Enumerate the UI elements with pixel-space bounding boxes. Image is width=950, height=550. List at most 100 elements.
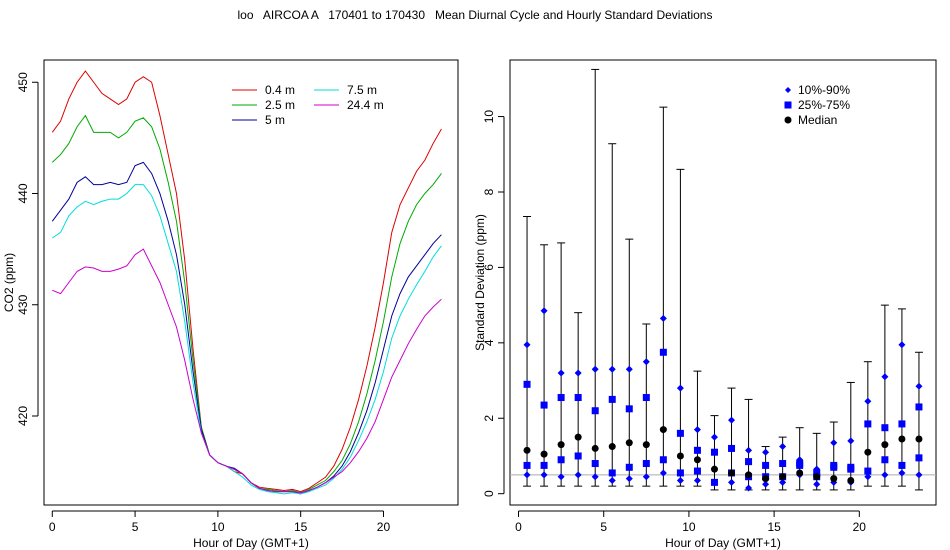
p75-point: [523, 380, 531, 388]
p10-point: [659, 469, 667, 477]
p10-point: [642, 473, 650, 481]
legend-marker-label: 25%-75%: [798, 98, 850, 112]
std-dev-panel: 0 5 10 15 20 0 2 4 6 8 10 Hour of Day (GMT+1) Sta…: [473, 59, 937, 550]
median-point: [898, 435, 906, 443]
co2-diurnal-panel: 0 5 10 15 20 420 430 440 450 Hour of Day (GMT+1…: [2, 59, 459, 550]
right-x-tick-label: 0: [515, 520, 522, 534]
p75-point: [728, 444, 736, 452]
p90-point: [676, 384, 684, 392]
p90-point: [898, 341, 906, 349]
p25-point: [864, 467, 872, 475]
p10-point: [864, 473, 872, 481]
median-point: [693, 456, 701, 464]
p90-point: [557, 369, 565, 377]
co2-series-group: [51, 70, 442, 495]
p10-point: [540, 471, 548, 479]
p75-point: [847, 465, 855, 473]
median-point: [881, 441, 889, 449]
right-y-axis-label: Standard Deviation (ppm): [473, 214, 487, 351]
p75-point: [779, 460, 787, 468]
p90-point: [779, 443, 787, 451]
p10-point: [779, 478, 787, 486]
right-plot-frame: [509, 59, 937, 506]
p25-point: [591, 460, 599, 468]
p25-point: [659, 456, 667, 464]
p75-point: [881, 424, 889, 432]
left-plot-frame: [43, 59, 459, 506]
right-y-tick-label: 0: [482, 490, 496, 497]
legend-marker-label: Median: [798, 113, 837, 127]
legend-series-label: 2.5 m: [265, 98, 295, 112]
median-point: [796, 469, 804, 477]
p25-point: [898, 461, 906, 469]
p90-point: [881, 373, 889, 381]
p90-point: [710, 433, 718, 441]
p75-point: [830, 461, 838, 469]
p10-point: [881, 471, 889, 479]
p90-point: [847, 437, 855, 445]
p10-point: [728, 478, 736, 486]
p75-point: [540, 401, 548, 409]
median-point: [710, 465, 718, 473]
legend-marker-label: 10%-90%: [798, 83, 850, 97]
legend-series-label: 0.4 m: [265, 83, 295, 97]
left-y-tick-label: 430: [16, 294, 30, 314]
median-point: [847, 476, 855, 484]
median-point: [728, 469, 736, 477]
p75-point: [608, 395, 616, 403]
median-point: [830, 475, 838, 483]
median-point: [608, 443, 616, 451]
median-point: [676, 452, 684, 460]
p75-point: [864, 420, 872, 428]
right-x-axis: 0 5 10 15 20: [515, 510, 866, 534]
right-y-tick-label: 6: [482, 264, 496, 271]
p90-point: [864, 397, 872, 405]
p10-point: [915, 471, 923, 479]
median-point: [557, 441, 565, 449]
std-dev-marks-group: [523, 68, 923, 492]
p10-point: [523, 471, 531, 479]
percentile-legend: 10%-90%25%-75%Median: [784, 83, 850, 127]
right-y-tick-label: 4: [482, 339, 496, 346]
right-y-tick-label: 2: [482, 415, 496, 422]
p10-point: [898, 469, 906, 477]
p75-point: [796, 461, 804, 469]
p90-point: [540, 307, 548, 315]
p25-point: [881, 456, 889, 464]
right-x-tick-label: 15: [767, 520, 781, 534]
median-point: [915, 435, 923, 443]
legend-circle-swatch: [784, 116, 792, 124]
right-y-axis: 0 2 4 6 8 10: [482, 110, 505, 497]
p25-point: [540, 461, 548, 469]
median-point: [762, 475, 770, 483]
p10-point: [608, 476, 616, 484]
p75-point: [915, 403, 923, 411]
p90-point: [915, 382, 923, 390]
median-point: [659, 426, 667, 434]
left-x-tick-label: 20: [377, 520, 391, 534]
p75-point: [813, 469, 821, 477]
p25-point: [693, 467, 701, 475]
left-x-tick-label: 10: [211, 520, 225, 534]
p75-point: [745, 458, 753, 466]
p90-point: [762, 448, 770, 456]
left-x-tick-label: 5: [132, 520, 139, 534]
p90-point: [659, 314, 667, 322]
p75-point: [574, 394, 582, 402]
median-point: [864, 448, 872, 456]
right-y-tick-label: 10: [482, 110, 496, 124]
p10-point: [557, 473, 565, 481]
p25-point: [523, 461, 531, 469]
p25-point: [642, 460, 650, 468]
left-y-tick-label: 420: [16, 406, 30, 426]
p25-point: [608, 469, 616, 477]
legend-series-label: 24.4 m: [347, 98, 384, 112]
p75-point: [693, 446, 701, 454]
p75-point: [557, 394, 565, 402]
p10-point: [625, 475, 633, 483]
legend-series-label: 5 m: [265, 113, 285, 127]
co2-series-line: [52, 248, 442, 494]
p10-point: [676, 476, 684, 484]
p10-point: [813, 480, 821, 488]
